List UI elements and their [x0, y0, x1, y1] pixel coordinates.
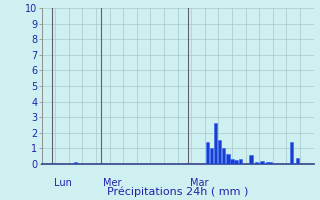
Bar [226, 154, 229, 164]
Bar [218, 140, 221, 164]
Text: Mar: Mar [190, 178, 208, 188]
Bar [249, 155, 253, 164]
Bar [74, 162, 77, 164]
Bar [238, 159, 242, 164]
Bar [296, 158, 299, 164]
Bar [206, 142, 209, 164]
Bar [210, 148, 213, 164]
Text: Mer: Mer [103, 178, 121, 188]
Bar [255, 162, 258, 164]
Bar [266, 162, 269, 164]
X-axis label: Précipitations 24h ( mm ): Précipitations 24h ( mm ) [107, 186, 248, 197]
Bar [222, 148, 226, 164]
Text: Lun: Lun [54, 178, 72, 188]
Bar [268, 162, 272, 164]
Bar [290, 142, 293, 164]
Bar [214, 123, 217, 164]
Bar [235, 160, 238, 164]
Bar [260, 161, 264, 164]
Bar [230, 159, 234, 164]
